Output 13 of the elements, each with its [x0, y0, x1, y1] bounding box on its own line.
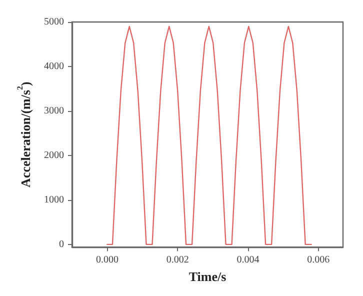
x-tick-label: 0.006 [307, 254, 330, 266]
y-tick-label: 1000 [44, 194, 64, 206]
y-tick-label: 4000 [44, 60, 64, 72]
y-axis-title: Acceleration/(m/s2) [16, 82, 33, 188]
line-series [106, 26, 312, 246]
y-tick-label: 5000 [44, 16, 64, 28]
y-tick-label: 3000 [44, 105, 64, 116]
x-tick-label: 0.000 [96, 254, 118, 266]
x-tick-label: 0.002 [166, 254, 189, 266]
x-axis-title: Time/s [188, 269, 226, 284]
y-tick-label: 0 [59, 238, 64, 250]
y-tick-label: 2000 [44, 150, 64, 161]
x-tick-label: 0.004 [236, 254, 260, 266]
